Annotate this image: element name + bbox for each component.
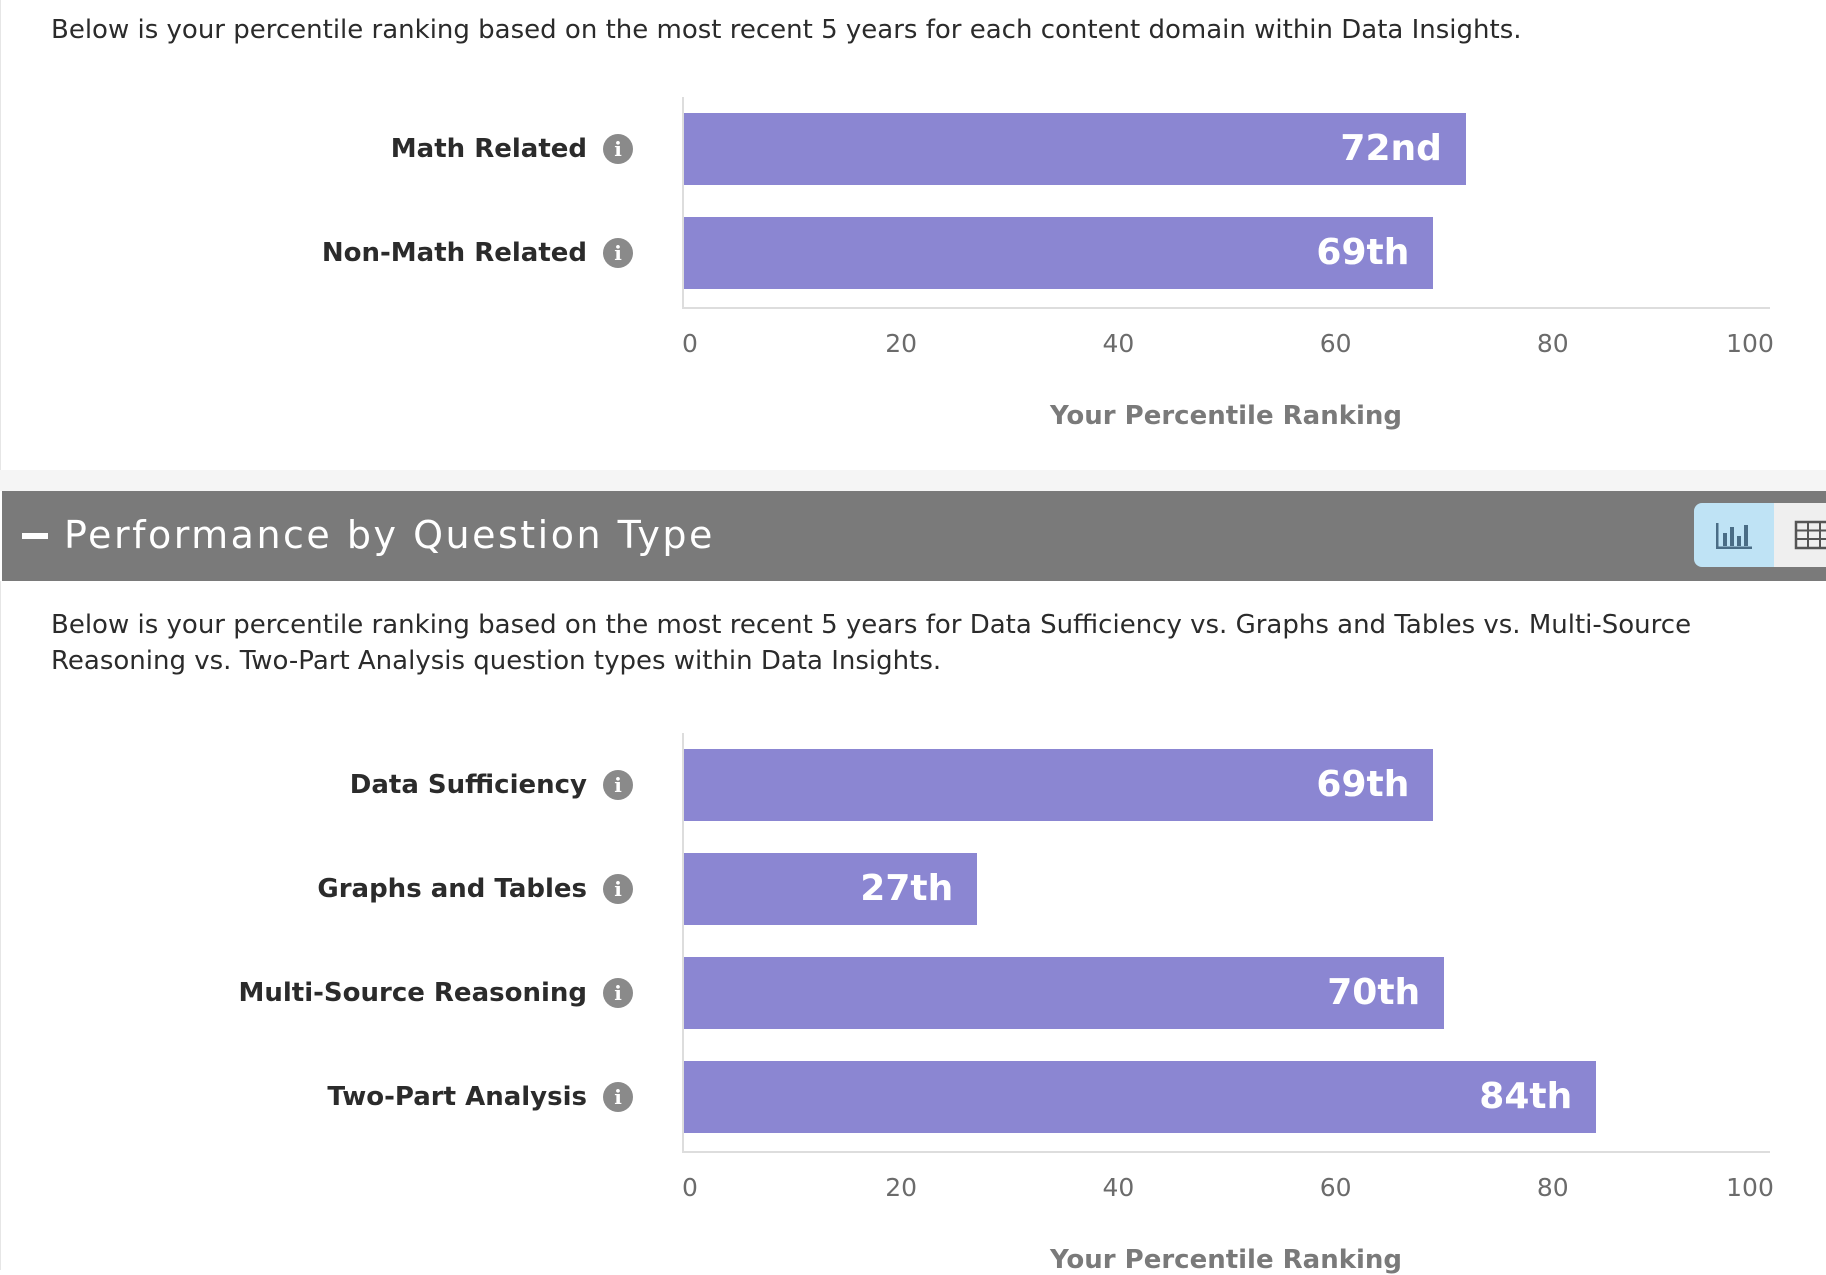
bar-value-label: 69th bbox=[1316, 232, 1410, 273]
x-axis-line bbox=[682, 307, 1770, 309]
bar[interactable]: 69th bbox=[684, 749, 1434, 821]
bar-chart-icon bbox=[1716, 523, 1752, 549]
category-label: Math Related bbox=[390, 134, 587, 164]
question-type-description: Below is your percentile ranking based o… bbox=[51, 610, 1692, 676]
category-label: Non-Math Related bbox=[321, 238, 587, 268]
question-type-panel: Below is your percentile ranking based o… bbox=[0, 581, 1826, 1275]
content-domain-panel: Below is your percentile ranking based o… bbox=[0, 0, 1826, 470]
category-label: Data Sufficiency bbox=[349, 770, 587, 800]
content-domain-description: Below is your percentile ranking based o… bbox=[51, 15, 1522, 45]
section-title: Performance by Question Type bbox=[64, 513, 715, 557]
x-tick-label: 40 bbox=[1102, 1173, 1135, 1202]
bar[interactable]: 27th bbox=[684, 853, 978, 925]
x-tick-label: 80 bbox=[1536, 329, 1569, 358]
bar-value-label: 70th bbox=[1327, 972, 1421, 1013]
table-grid-icon bbox=[1794, 520, 1826, 550]
x-tick-label: 60 bbox=[1319, 329, 1352, 358]
bar[interactable]: 72nd bbox=[684, 113, 1466, 185]
x-axis-line bbox=[682, 1151, 1770, 1153]
x-tick-label: 80 bbox=[1536, 1173, 1569, 1202]
info-icon[interactable]: i bbox=[603, 1082, 633, 1112]
bar[interactable]: 70th bbox=[684, 957, 1445, 1029]
x-axis-title: Your Percentile Ranking bbox=[1049, 1245, 1403, 1275]
bar[interactable]: 84th bbox=[684, 1061, 1597, 1133]
minus-icon[interactable] bbox=[22, 533, 48, 539]
x-tick-label: 40 bbox=[1102, 329, 1135, 358]
category-label: Two-Part Analysis bbox=[327, 1082, 587, 1112]
x-tick-label: 60 bbox=[1319, 1173, 1352, 1202]
table-view-button[interactable] bbox=[1774, 503, 1826, 567]
section-gap bbox=[0, 470, 1826, 491]
bar-value-label: 84th bbox=[1479, 1076, 1573, 1117]
category-label: Multi-Source Reasoning bbox=[238, 978, 587, 1008]
x-axis-title: Your Percentile Ranking bbox=[1049, 401, 1403, 431]
x-tick-label: 20 bbox=[885, 329, 918, 358]
x-tick-label: 100 bbox=[1726, 1173, 1774, 1202]
question-type-section-header[interactable]: Performance by Question Type bbox=[2, 491, 1826, 581]
info-icon[interactable]: i bbox=[603, 978, 633, 1008]
bar-value-label: 72nd bbox=[1340, 128, 1442, 169]
info-icon[interactable]: i bbox=[603, 770, 633, 800]
bar-value-label: 27th bbox=[860, 868, 954, 909]
category-label: Graphs and Tables bbox=[317, 874, 587, 904]
bar[interactable]: 69th bbox=[684, 217, 1434, 289]
x-tick-label: 0 bbox=[682, 329, 698, 358]
info-icon[interactable]: i bbox=[603, 134, 633, 164]
y-axis-line bbox=[682, 733, 684, 1151]
bar-value-label: 69th bbox=[1316, 764, 1410, 805]
x-tick-label: 100 bbox=[1726, 329, 1774, 358]
info-icon[interactable]: i bbox=[603, 874, 633, 904]
x-tick-label: 20 bbox=[885, 1173, 918, 1202]
y-axis-line bbox=[682, 97, 684, 307]
chart-view-button[interactable] bbox=[1694, 503, 1774, 567]
info-icon[interactable]: i bbox=[603, 238, 633, 268]
x-tick-label: 0 bbox=[682, 1173, 698, 1202]
